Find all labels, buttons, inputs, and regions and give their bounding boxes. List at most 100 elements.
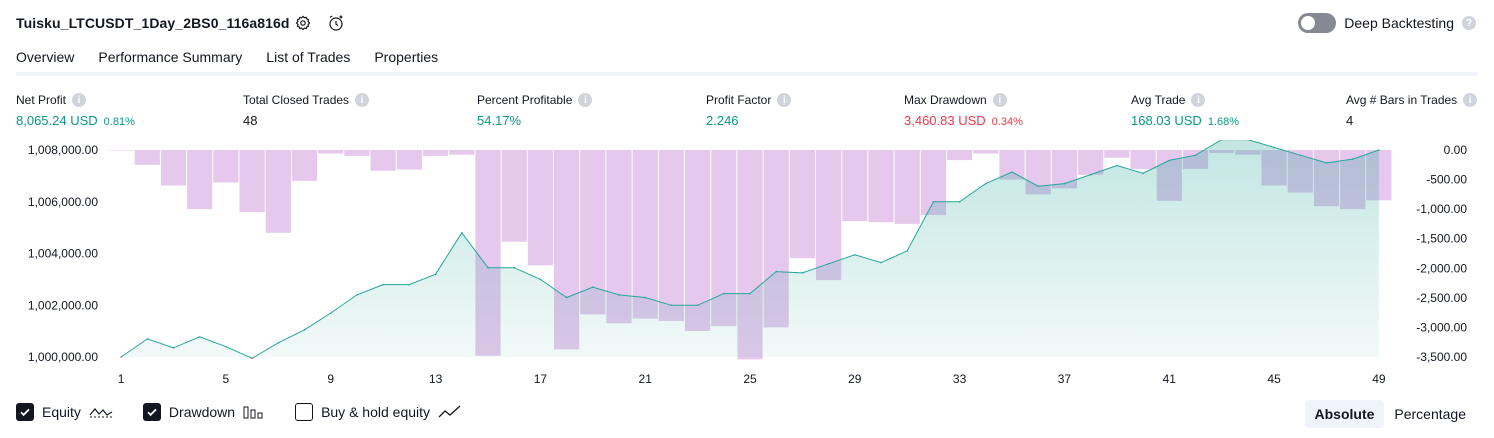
drawdown-bar bbox=[501, 150, 527, 242]
checkbox-checked[interactable] bbox=[142, 403, 161, 421]
legend-item-drawdown[interactable]: Drawdown bbox=[142, 403, 265, 421]
equity-point bbox=[1168, 159, 1171, 162]
help-icon[interactable]: ? bbox=[1462, 16, 1476, 30]
metric-value: 168.03 USD bbox=[1131, 113, 1202, 128]
equity-point bbox=[1273, 146, 1275, 149]
metric-percent-profitable: Percent Profitable i 54.17% bbox=[477, 93, 593, 128]
info-icon[interactable]: i bbox=[72, 93, 87, 107]
equity-point bbox=[1142, 172, 1144, 175]
info-icon[interactable]: i bbox=[1463, 93, 1478, 107]
settings-gear-icon[interactable] bbox=[293, 13, 313, 33]
drawdown-bar bbox=[239, 150, 265, 213]
equity-point bbox=[120, 356, 122, 358]
metric-value: 48 bbox=[243, 113, 258, 128]
equity-point bbox=[565, 296, 568, 299]
x-axis-tick: 33 bbox=[953, 372, 967, 386]
info-icon[interactable]: i bbox=[1191, 93, 1206, 107]
drawdown-bar bbox=[108, 150, 134, 151]
equity-point bbox=[225, 345, 227, 348]
info-icon[interactable]: i bbox=[355, 93, 370, 107]
x-axis-tick: 41 bbox=[1163, 372, 1177, 386]
tab-list-of-trades[interactable]: List of Trades bbox=[266, 49, 351, 65]
metric-label: Avg # Bars in Trades bbox=[1346, 93, 1458, 107]
equity-point bbox=[1194, 154, 1197, 156]
drawdown-bar bbox=[632, 150, 658, 319]
info-icon[interactable]: i bbox=[578, 93, 593, 107]
metric-value: 4 bbox=[1346, 113, 1354, 128]
tab-bar: Overview Performance Summary List of Trade… bbox=[16, 46, 438, 75]
drawdown-bar bbox=[1104, 150, 1130, 158]
equity-point bbox=[172, 347, 175, 349]
tab-overview[interactable]: Overview bbox=[16, 46, 75, 75]
metric-percent: 0.34% bbox=[991, 116, 1023, 128]
strategy-title: Tuisku_LTCUSDT_1Day_2BS0_116a816d bbox=[16, 15, 290, 31]
metric-label: Total Closed Trades bbox=[243, 93, 350, 107]
right-axis-tick: -2,500.00 bbox=[1416, 291, 1467, 305]
equity-point bbox=[198, 336, 201, 338]
equity-point bbox=[723, 292, 725, 295]
deep-backtesting-toggle[interactable]: Deep Backtesting ? bbox=[1298, 13, 1476, 33]
drawdown-bar bbox=[973, 150, 999, 154]
tab-divider bbox=[16, 72, 1478, 76]
metric-value: 54.17% bbox=[477, 113, 522, 128]
equity-point bbox=[146, 338, 149, 340]
legend-item-equity[interactable]: Equity bbox=[16, 403, 113, 421]
left-axis-tick: 1,000,000.00 bbox=[28, 350, 98, 364]
legend-label: Equity bbox=[42, 404, 81, 420]
legend-item-buy-hold-equity[interactable]: Buy & hold equity bbox=[295, 403, 462, 421]
checkbox-checked[interactable] bbox=[16, 403, 34, 421]
equity-point bbox=[1325, 162, 1328, 164]
metric-percent: 1.68% bbox=[1207, 116, 1240, 128]
metric-label: Max Drawdown bbox=[904, 93, 987, 107]
x-axis-tick: 45 bbox=[1267, 372, 1281, 386]
drawdown-bar bbox=[842, 150, 868, 221]
info-icon[interactable]: i bbox=[992, 93, 1007, 107]
equity-point bbox=[749, 292, 751, 295]
info-icon[interactable]: i bbox=[777, 93, 792, 107]
metric-profit-factor: Profit Factor i 2.246 bbox=[706, 93, 792, 128]
equity-point bbox=[1116, 164, 1118, 167]
equity-area bbox=[121, 140, 1379, 359]
tab-properties[interactable]: Properties bbox=[374, 49, 439, 65]
drawdown-bar bbox=[685, 150, 711, 331]
metric-value: 8,065.24 USD bbox=[16, 113, 98, 128]
trend-line-icon bbox=[438, 405, 462, 419]
drawdown-bar bbox=[265, 150, 291, 233]
metric-avg-trade: Avg Trade i 168.03 USD 1.68% bbox=[1131, 93, 1239, 128]
equity-point bbox=[592, 286, 594, 288]
right-axis-tick: -3,500.00 bbox=[1416, 350, 1467, 364]
metric-net-profit: Net Profit i 8,065.24 USD 0.81% bbox=[16, 93, 135, 128]
checkbox-unchecked[interactable] bbox=[295, 403, 314, 421]
right-axis-tick: 0.00 bbox=[1444, 143, 1468, 157]
equity-point bbox=[408, 283, 411, 286]
drawdown-bar bbox=[318, 150, 344, 154]
tab-performance-summary[interactable]: Performance Summary bbox=[98, 49, 243, 65]
drawdown-bar bbox=[658, 150, 684, 321]
scale-toggle: Absolute Percentage bbox=[1304, 400, 1477, 428]
equity-point bbox=[1351, 158, 1354, 160]
x-axis-tick: 37 bbox=[1058, 372, 1072, 386]
drawdown-bar bbox=[1078, 150, 1104, 175]
drawdown-bar bbox=[894, 150, 920, 224]
right-axis-tick: -500.00 bbox=[1426, 173, 1467, 187]
equity-line-icon bbox=[89, 405, 113, 419]
equity-point bbox=[618, 294, 620, 296]
right-axis-tick: -2,000.00 bbox=[1416, 261, 1467, 275]
equity-point bbox=[906, 250, 908, 252]
left-axis-tick: 1,006,000.00 bbox=[28, 195, 98, 209]
legend-label: Buy & hold equity bbox=[321, 404, 431, 420]
drawdown-bar bbox=[344, 150, 370, 156]
equity-point bbox=[434, 273, 437, 275]
percentage-button[interactable]: Percentage bbox=[1394, 406, 1466, 422]
toggle-switch[interactable] bbox=[1298, 13, 1337, 33]
x-axis-tick: 17 bbox=[534, 372, 548, 386]
drawdown-bar bbox=[422, 150, 449, 156]
alert-clock-icon[interactable] bbox=[326, 13, 346, 33]
drawdown-bar bbox=[947, 150, 973, 161]
drawdown-bar bbox=[868, 150, 894, 223]
equity-point bbox=[487, 266, 489, 269]
equity-point bbox=[827, 263, 830, 265]
absolute-button[interactable]: Absolute bbox=[1304, 400, 1385, 428]
equity-point bbox=[1299, 154, 1302, 156]
equity-point bbox=[329, 312, 332, 314]
